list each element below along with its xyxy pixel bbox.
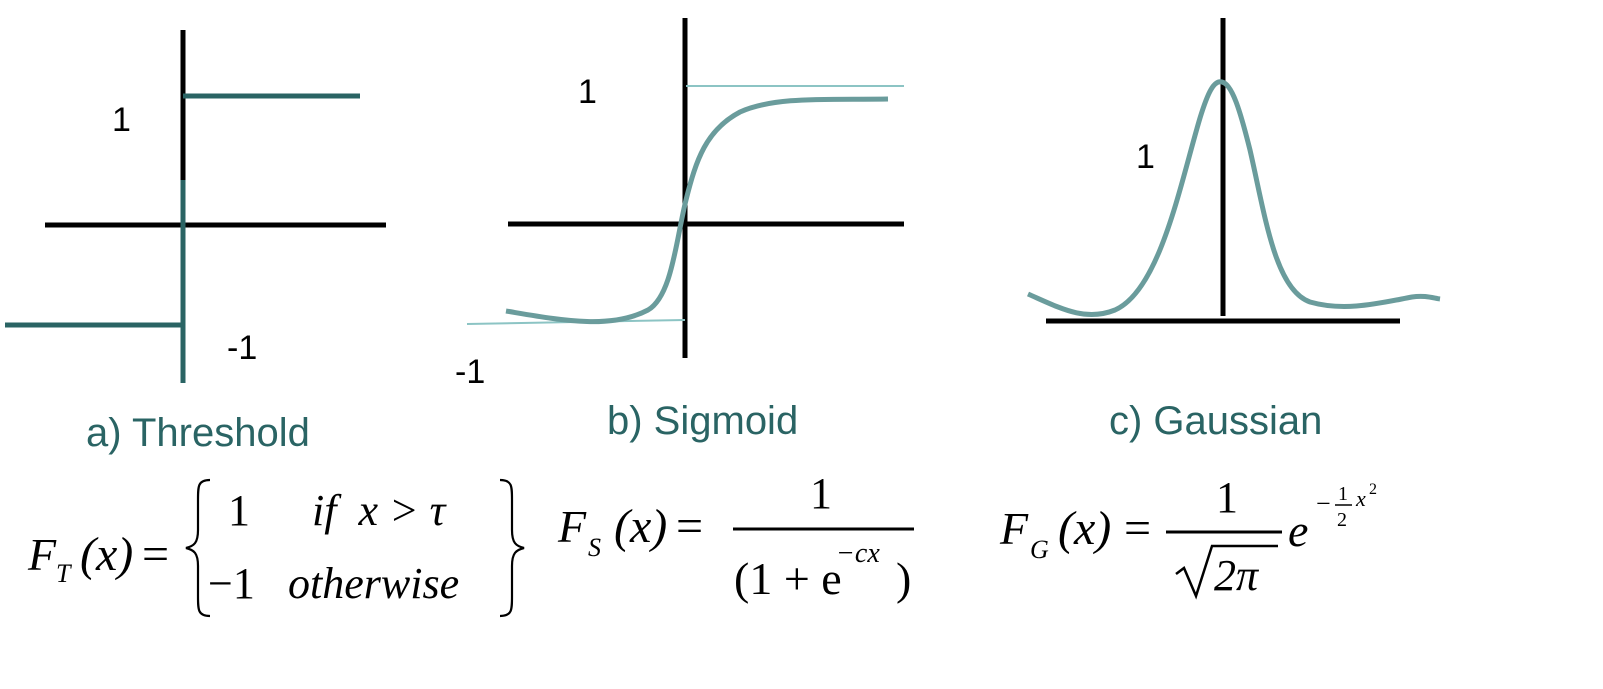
threshold-lower-label: -1 (227, 329, 257, 367)
sigmoid-caption: b) Sigmoid (607, 399, 798, 443)
threshold-formula-arg: (x) (80, 528, 133, 581)
threshold-case1-condition: if x > τ (312, 486, 448, 535)
gaussian-formula-subscript: G (1030, 535, 1049, 564)
threshold-case2-value: −1 (208, 559, 255, 608)
sigmoid-formula: F S (x) = 1 (1 + e −cx ) (557, 469, 914, 604)
threshold-case2-condition: otherwise (288, 559, 459, 608)
threshold-formula-equals: = (142, 528, 169, 581)
gaussian-formula-exp-sign: − (1316, 489, 1331, 518)
sigmoid-formula-arg: (x) (614, 500, 667, 553)
threshold-formula-func: F (27, 529, 57, 580)
threshold-caption: a) Threshold (86, 411, 310, 455)
gaussian-curve (1026, 79, 1441, 317)
threshold-formula: F T (x) = 1 if x > τ −1 otherwise (27, 478, 525, 618)
threshold-upper-label: 1 (112, 101, 131, 139)
gaussian-formula-exp-frac-num: 1 (1338, 483, 1348, 505)
gaussian-formula-sqrt-content: 2π (1214, 551, 1260, 600)
sigmoid-formula-func: F (557, 501, 587, 552)
gaussian-formula-exp-base: e (1288, 505, 1308, 556)
gaussian-caption: c) Gaussian (1109, 399, 1322, 443)
gaussian-formula-equals: = (1124, 502, 1151, 555)
gaussian-formula-exp-frac-den: 2 (1337, 509, 1347, 531)
sigmoid-panel: 1 -1 b) Sigmoid (455, 18, 904, 443)
gaussian-peak-label: 1 (1136, 138, 1155, 176)
gaussian-formula: F G (x) = 1 2π e − 1 2 x 2 (999, 473, 1377, 600)
gaussian-formula-arg: (x) (1058, 502, 1111, 555)
sigmoid-formula-denominator-close: ) (896, 553, 911, 604)
sigmoid-formula-numerator: 1 (810, 469, 832, 518)
threshold-panel: 1 -1 a) Threshold (5, 30, 386, 455)
sigmoid-formula-denominator-exponent: −cx (836, 538, 880, 569)
sigmoid-curve (505, 96, 889, 325)
gaussian-formula-exp-var: x (1355, 486, 1366, 511)
gaussian-panel: 1 c) Gaussian (1026, 18, 1441, 443)
gaussian-formula-numerator: 1 (1216, 473, 1238, 522)
sigmoid-upper-label: 1 (578, 73, 597, 111)
sigmoid-lower-label: -1 (455, 353, 485, 391)
threshold-left-brace (185, 478, 211, 618)
sigmoid-formula-denominator: (1 + e (734, 553, 842, 604)
threshold-formula-subscript: T (56, 559, 72, 588)
sigmoid-formula-equals: = (676, 500, 703, 553)
threshold-case1-value: 1 (228, 486, 250, 535)
sigmoid-formula-subscript: S (588, 533, 601, 562)
threshold-right-brace (499, 478, 525, 618)
gaussian-sqrt-sign (1175, 544, 1278, 600)
gaussian-formula-exp-power: 2 (1369, 481, 1377, 498)
gaussian-formula-func: F (999, 503, 1029, 554)
